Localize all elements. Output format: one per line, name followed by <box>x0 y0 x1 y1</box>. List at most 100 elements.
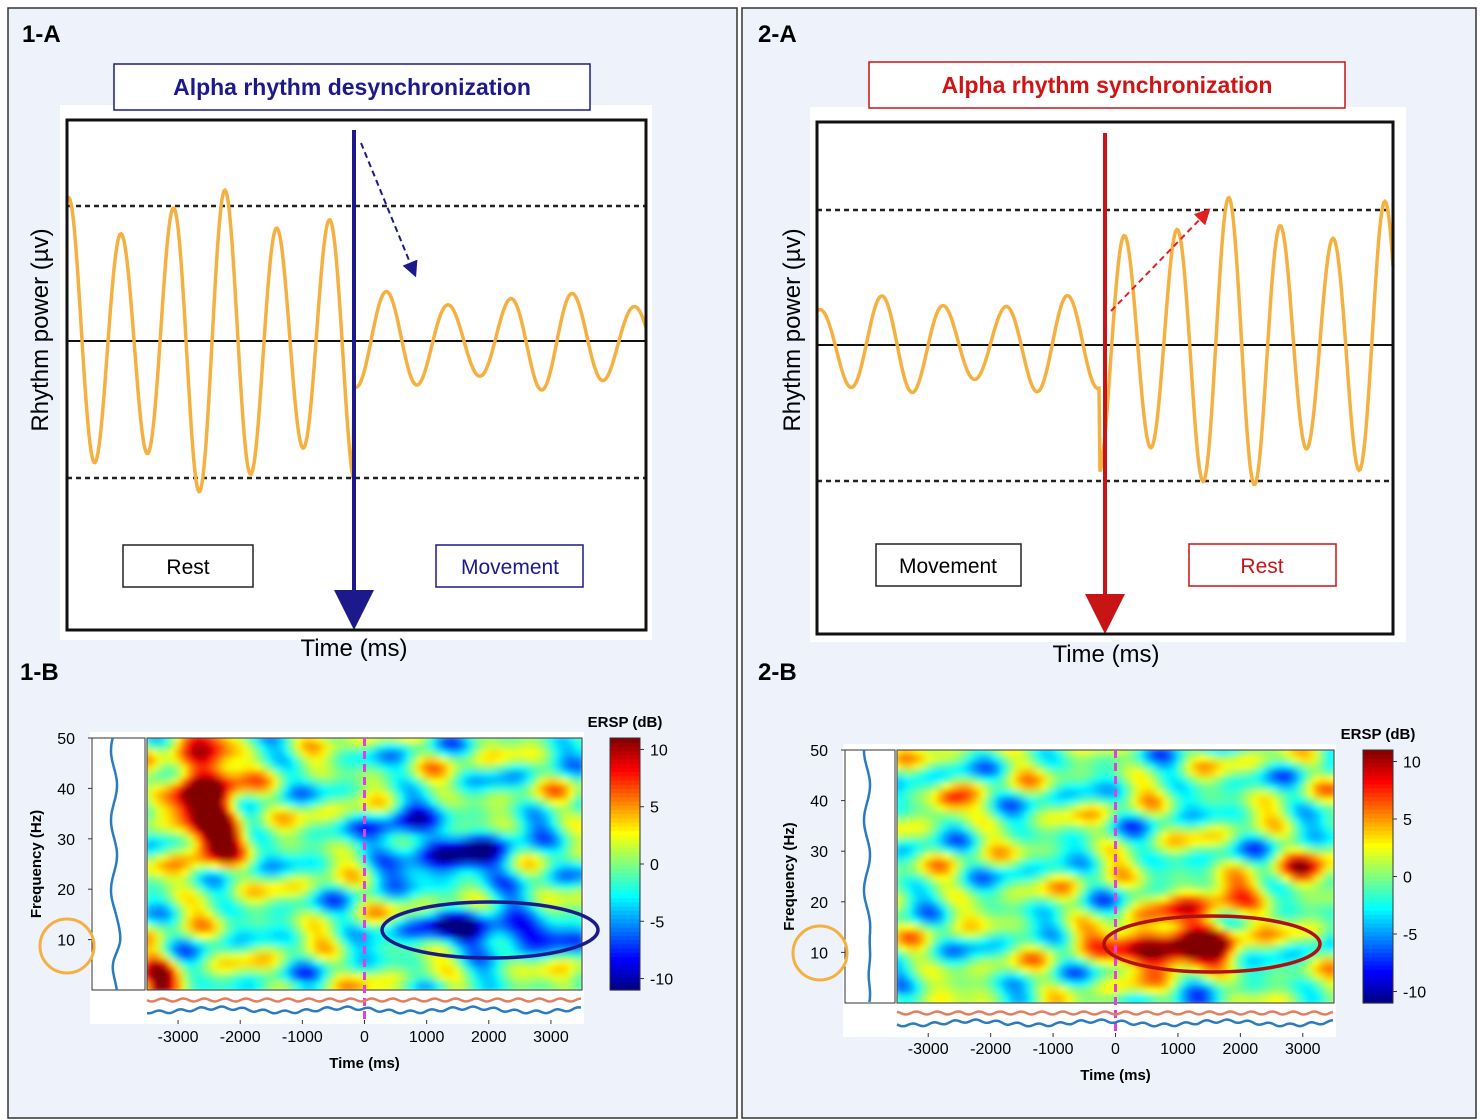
heatmap-cell <box>416 855 427 866</box>
heatmap-cell <box>919 902 930 914</box>
heatmap-cell <box>193 932 204 943</box>
heatmap-cell <box>1149 853 1160 865</box>
heatmap-cell <box>919 916 930 928</box>
heatmap-cell <box>1137 979 1148 991</box>
heatmap-cell <box>901 923 912 935</box>
heatmap-cell <box>1125 944 1136 956</box>
heatmap-cell <box>519 862 530 873</box>
heatmap-cell <box>187 862 198 873</box>
heatmap-cell <box>937 895 948 907</box>
heatmap-cell <box>967 853 978 865</box>
heatmap-cell <box>441 974 451 985</box>
heatmap-cell <box>919 853 930 865</box>
heatmap-cell <box>998 867 1009 879</box>
heatmap-cell <box>1052 839 1063 851</box>
heatmap-cell <box>543 946 554 957</box>
heatmap-cell <box>459 869 470 880</box>
heatmap-cell <box>574 911 582 922</box>
heatmap-cell <box>574 960 582 971</box>
heatmap-cell <box>1113 776 1124 788</box>
heatmap-cell <box>175 827 186 838</box>
heatmap-cell <box>459 876 470 887</box>
heatmap-cell <box>543 778 554 789</box>
heatmap-cell <box>296 897 306 908</box>
heatmap-cell <box>265 778 276 789</box>
heatmap-cell <box>229 918 240 929</box>
heatmap-cell <box>314 778 325 789</box>
heatmap-cell <box>362 869 373 880</box>
heatmap-cell <box>1010 818 1021 830</box>
heatmap-cell <box>567 848 578 859</box>
heatmap-cell <box>1034 881 1045 893</box>
heatmap-cell <box>362 911 373 922</box>
heatmap-cell <box>919 888 930 900</box>
heatmap-cell <box>416 799 427 810</box>
heatmap-cell <box>1058 769 1069 781</box>
heatmap-cell <box>1107 776 1118 788</box>
heatmap-cell <box>416 785 427 796</box>
heatmap-cell <box>338 738 349 747</box>
heatmap-cell <box>187 841 198 852</box>
heatmap-cell <box>374 799 385 810</box>
heatmap-cell <box>986 853 997 865</box>
heatmap-cell <box>1040 860 1051 872</box>
heatmap-cell <box>471 855 482 866</box>
heatmap-cell <box>380 883 391 894</box>
heatmap-cell <box>163 960 174 971</box>
heatmap-cell <box>501 738 512 747</box>
heatmap-cell <box>356 897 367 908</box>
heatmap-cell <box>338 890 349 901</box>
heatmap-cell <box>1198 944 1209 956</box>
heatmap-cell <box>1040 750 1051 759</box>
heatmap-cell <box>1040 797 1051 809</box>
heatmap-cell <box>1113 944 1124 956</box>
heatmap-cell <box>314 939 325 950</box>
heatmap-cell <box>398 911 409 922</box>
heatmap-cell <box>151 743 161 754</box>
heatmap-cell <box>495 862 506 873</box>
heatmap-cell <box>1222 874 1233 886</box>
heatmap-cell <box>1271 888 1282 900</box>
heatmap-cell <box>368 869 379 880</box>
heatmap-cell <box>410 981 421 990</box>
heatmap-cell <box>1162 846 1173 858</box>
heatmap-cell <box>1125 909 1136 921</box>
heatmap-cell <box>1131 804 1142 816</box>
heatmap-cell <box>320 897 331 908</box>
heatmap-cell <box>169 848 180 859</box>
heatmap-cell <box>913 972 924 984</box>
heatmap-cell <box>199 820 210 831</box>
heatmap-cell <box>429 897 439 908</box>
heatmap-cell <box>907 860 918 872</box>
heatmap-cell <box>1089 853 1100 865</box>
heatmap-cell <box>416 869 427 880</box>
heatmap-cell <box>151 813 161 824</box>
heatmap-cell <box>1064 923 1075 935</box>
heatmap-cell <box>422 778 433 789</box>
heatmap-cell <box>169 841 180 852</box>
heatmap-cell <box>290 967 300 978</box>
heatmap-cell <box>574 792 582 803</box>
heatmap-cell <box>1137 881 1148 893</box>
heatmap-cell <box>326 778 337 789</box>
heatmap-cell <box>1064 825 1075 837</box>
heatmap-cell <box>338 911 349 922</box>
heatmap-cell <box>241 834 252 845</box>
heatmap-cell <box>567 897 578 908</box>
heatmap-cell <box>537 925 548 936</box>
heatmap-cell <box>1216 867 1227 879</box>
heatmap-cell <box>229 953 240 964</box>
heatmap-cell <box>907 951 918 963</box>
heatmap-cell <box>241 925 252 936</box>
heatmap-cell <box>416 792 427 803</box>
heatmap-cell <box>489 757 500 768</box>
heatmap-cell <box>1228 874 1239 886</box>
heatmap-cell <box>949 951 960 963</box>
colorbar-cell <box>610 771 640 777</box>
heatmap-cell <box>271 953 282 964</box>
heatmap-cell <box>537 855 548 866</box>
heatmap-cell <box>1162 804 1173 816</box>
heatmap-cell <box>380 738 391 747</box>
heatmap-cell <box>181 848 192 859</box>
heatmap-cell <box>507 932 518 943</box>
